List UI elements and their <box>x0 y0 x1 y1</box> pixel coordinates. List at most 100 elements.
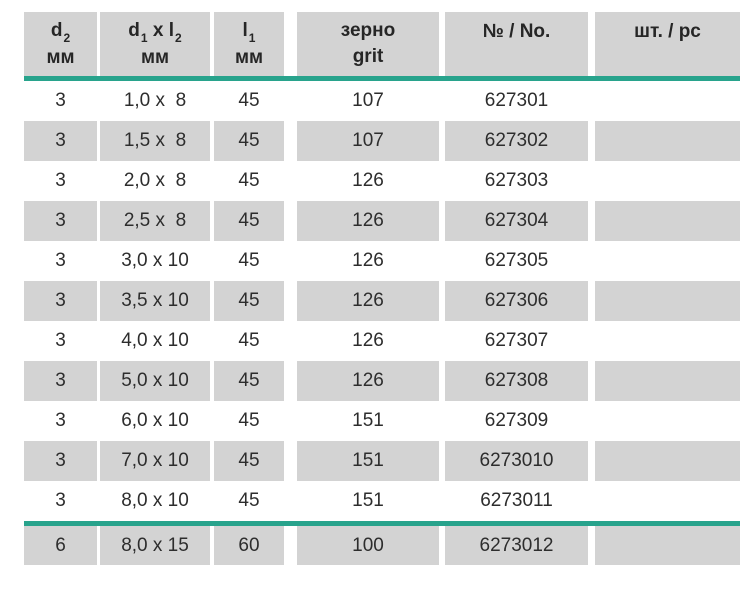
cell-grit: 126 <box>297 361 439 401</box>
table-row: 3 5,0 x 10 45 126 627308 <box>24 361 740 401</box>
cell-size: 4,0 x 10 <box>121 330 189 351</box>
header-d1-subscript: 1 <box>140 30 148 45</box>
cell-size: 3,5 x 10 <box>100 281 210 321</box>
cell-no: 627306 <box>445 281 588 321</box>
cell-grit: 100 <box>297 526 439 565</box>
cell-d2: 3 <box>24 361 97 401</box>
header-l1-subscript: 1 <box>248 30 256 45</box>
cell-grit: 126 <box>297 281 439 321</box>
table-row: 3 7,0 x 10 45 151 6273010 <box>24 441 740 481</box>
cell-size: 8,0 x 10 <box>121 490 189 511</box>
table-row: 3 8,0 x 10 45 151 6273011 <box>24 481 740 521</box>
header-divider <box>24 76 740 81</box>
cell-pc <box>595 321 740 361</box>
header-d2-unit: мм <box>46 46 75 68</box>
cell-l1: 45 <box>238 170 260 191</box>
header-grit-line2: grit <box>352 46 384 67</box>
header-l1-unit: мм <box>234 46 264 68</box>
cell-pc <box>595 361 740 401</box>
cell-size: 1,0 x 8 <box>123 90 187 111</box>
cell-size: 3,0 x 10 <box>121 250 189 271</box>
table-row: 3 1,5 x 8 45 107 627302 <box>24 121 740 161</box>
cell-no: 6273011 <box>480 490 553 511</box>
cell-size: 1,5 x 8 <box>100 121 210 161</box>
cell-l1: 45 <box>238 250 260 271</box>
cell-no: 627308 <box>445 361 588 401</box>
cell-l1: 45 <box>214 281 284 321</box>
cell-no: 627302 <box>445 121 588 161</box>
cell-no: 6273012 <box>445 526 588 565</box>
cell-pc <box>595 481 740 521</box>
cell-l1: 45 <box>214 201 284 241</box>
cell-l1: 60 <box>214 526 284 565</box>
cell-pc <box>595 201 740 241</box>
cell-pc <box>595 441 740 481</box>
cell-d2: 3 <box>55 410 66 431</box>
cell-pc <box>595 161 740 201</box>
cell-d2: 3 <box>55 330 66 351</box>
cell-no: 6273010 <box>445 441 588 481</box>
header-cell-grit: зерно grit <box>297 12 439 76</box>
cell-size: 5,0 x 10 <box>100 361 210 401</box>
cell-d2: 3 <box>24 201 97 241</box>
cell-d2: 3 <box>24 441 97 481</box>
cell-grit: 151 <box>297 441 439 481</box>
table-row: 3 2,5 x 8 45 126 627304 <box>24 201 740 241</box>
header-l2-symbol: l <box>168 19 174 41</box>
table-row: 3 4,0 x 10 45 126 627307 <box>24 321 740 361</box>
header-l2-subscript: 2 <box>175 30 182 45</box>
cell-l1: 45 <box>214 441 284 481</box>
cell-size: 7,0 x 10 <box>100 441 210 481</box>
cell-size: 2,5 x 8 <box>100 201 210 241</box>
cell-grit: 126 <box>352 330 384 351</box>
cell-grit: 107 <box>297 121 439 161</box>
cell-size: 8,0 x 15 <box>100 526 210 565</box>
cell-pc <box>595 281 740 321</box>
cell-grit: 126 <box>352 170 384 191</box>
cell-pc <box>595 526 740 565</box>
cell-l1: 45 <box>238 410 260 431</box>
cell-d2: 6 <box>24 526 97 565</box>
cell-l1: 45 <box>238 490 260 511</box>
table-row: 3 6,0 x 10 45 151 627309 <box>24 401 740 441</box>
table-row: 3 3,0 x 10 45 126 627305 <box>24 241 740 281</box>
header-pieces-label: шт. / pc <box>634 21 701 42</box>
header-grit-line1: зерно <box>340 20 396 41</box>
header-cell-d1xl2: d1 x l2 мм <box>100 12 210 76</box>
cell-size: 2,0 x 8 <box>123 170 187 191</box>
cell-pc <box>595 241 740 281</box>
cell-no: 627305 <box>484 250 549 271</box>
cell-d2: 3 <box>24 281 97 321</box>
header-cell-d2: d2 мм <box>24 12 97 76</box>
cell-grit: 151 <box>352 490 384 511</box>
cell-pc <box>595 401 740 441</box>
cell-l1: 45 <box>238 330 260 351</box>
cell-no: 627303 <box>484 170 549 191</box>
cell-no: 627301 <box>484 90 549 111</box>
table-header-row: d2 мм d1 x l2 мм l1 мм зерно grit № / No… <box>24 12 740 76</box>
cell-d2: 3 <box>55 170 66 191</box>
header-d1xl2-separator: x <box>147 19 169 41</box>
header-number-label: № / No. <box>482 21 551 42</box>
cell-size: 6,0 x 10 <box>121 410 189 431</box>
cell-no: 627307 <box>484 330 549 351</box>
header-cell-pieces: шт. / pc <box>595 12 740 76</box>
header-d1xl2-unit: мм <box>140 46 170 68</box>
cell-d2: 3 <box>55 90 66 111</box>
cell-no: 627309 <box>484 410 549 431</box>
header-cell-l1: l1 мм <box>214 12 284 76</box>
cell-grit: 126 <box>352 250 384 271</box>
header-l1-symbol: l <box>242 19 248 41</box>
cell-grit: 107 <box>352 90 384 111</box>
cell-no: 627304 <box>445 201 588 241</box>
table-row: 3 3,5 x 10 45 126 627306 <box>24 281 740 321</box>
cell-l1: 45 <box>238 90 260 111</box>
cell-pc <box>595 81 740 121</box>
cell-d2: 3 <box>24 121 97 161</box>
cell-l1: 45 <box>214 361 284 401</box>
table-row: 3 2,0 x 8 45 126 627303 <box>24 161 740 201</box>
cell-grit: 151 <box>352 410 384 431</box>
product-table: d2 мм d1 x l2 мм l1 мм зерно grit № / No… <box>24 12 740 565</box>
section-divider <box>24 521 740 526</box>
